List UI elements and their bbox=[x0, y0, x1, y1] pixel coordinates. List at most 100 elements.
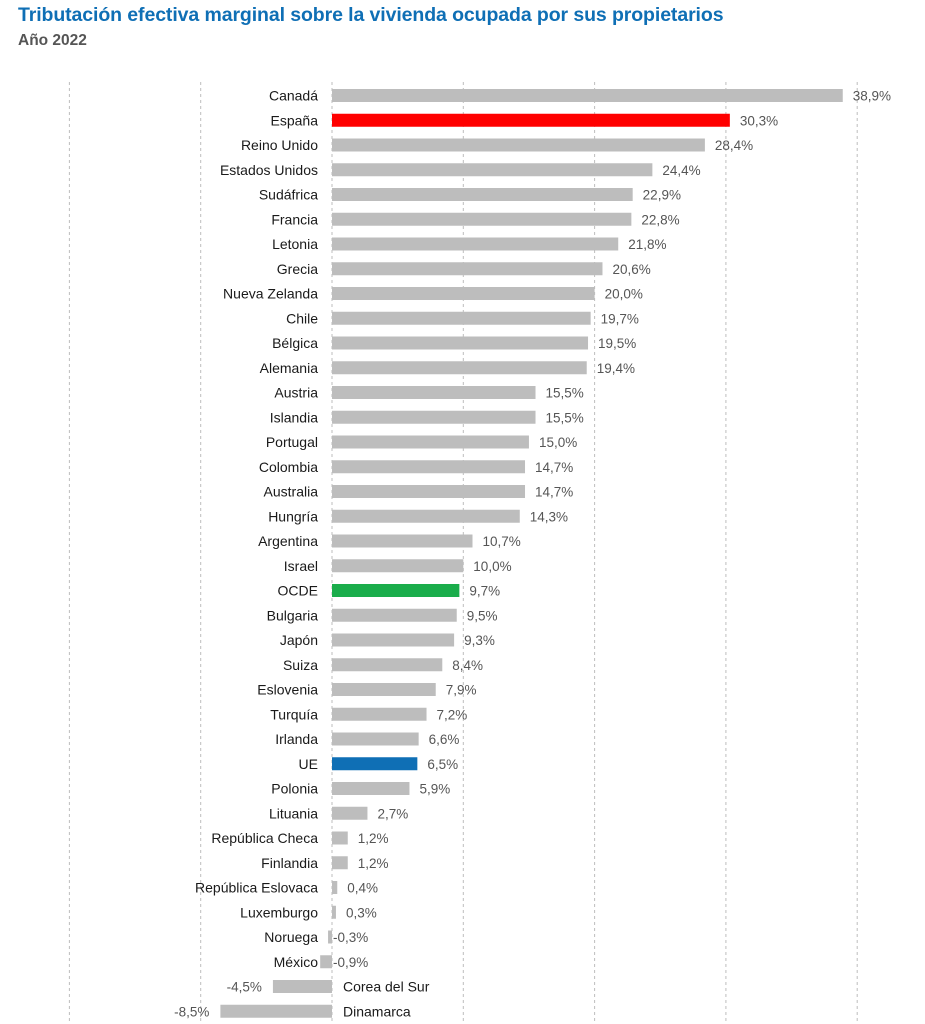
bar-luxemburgo bbox=[332, 905, 336, 919]
bar-ocde bbox=[332, 584, 460, 597]
bar-ue bbox=[332, 757, 418, 771]
bar-dinamarca bbox=[220, 1004, 332, 1018]
bar-islandia bbox=[332, 410, 536, 424]
bar-espana bbox=[332, 113, 730, 127]
category-label: Letonia bbox=[272, 236, 318, 252]
bar-austria bbox=[332, 386, 536, 399]
category-label: Francia bbox=[271, 211, 318, 227]
category-label: Irlanda bbox=[275, 731, 318, 747]
bars bbox=[220, 89, 843, 1018]
category-label: Luxemburgo bbox=[240, 904, 318, 920]
value-label: -8,5% bbox=[174, 1004, 209, 1019]
value-label: 15,0% bbox=[539, 435, 577, 450]
value-label: 30,3% bbox=[740, 113, 778, 128]
bar-turquia bbox=[332, 707, 427, 721]
category-label: Reino Unido bbox=[241, 137, 318, 153]
category-label: República Checa bbox=[211, 830, 318, 846]
category-label: Austria bbox=[274, 385, 318, 401]
category-label: Corea del Sur bbox=[343, 979, 430, 995]
category-label: UE bbox=[299, 756, 318, 772]
bar-republica-checa bbox=[332, 831, 348, 845]
value-label: 8,4% bbox=[452, 658, 483, 673]
bar-alemania bbox=[332, 361, 587, 375]
bar-portugal bbox=[332, 435, 529, 449]
category-label: Estados Unidos bbox=[220, 162, 318, 178]
value-label: 5,9% bbox=[419, 782, 450, 797]
bar-belgica bbox=[332, 336, 589, 350]
category-label: Turquía bbox=[270, 706, 318, 722]
value-label: 14,3% bbox=[530, 509, 568, 524]
category-label: Finlandia bbox=[261, 855, 318, 871]
bar-irlanda bbox=[332, 732, 419, 746]
bar-eslovenia bbox=[332, 683, 436, 696]
bar-colombia bbox=[332, 460, 526, 474]
category-label: Hungría bbox=[268, 508, 318, 524]
value-label: -4,5% bbox=[227, 980, 262, 995]
bar-australia bbox=[332, 485, 526, 498]
bar-suiza bbox=[332, 658, 443, 672]
value-label: 7,2% bbox=[437, 707, 468, 722]
bar-nueva-zelanda bbox=[332, 287, 595, 300]
category-label: Suiza bbox=[283, 657, 318, 673]
category-label: Lituania bbox=[269, 805, 318, 821]
value-label: 14,7% bbox=[535, 485, 573, 500]
bar-republica-eslovaca bbox=[332, 881, 338, 894]
value-label: 19,7% bbox=[601, 311, 639, 326]
value-label: 24,4% bbox=[662, 163, 700, 178]
category-label: Bélgica bbox=[272, 335, 318, 351]
value-label: 15,5% bbox=[546, 386, 584, 401]
chart-title: Tributación efectiva marginal sobre la v… bbox=[18, 4, 724, 26]
value-label: 20,6% bbox=[612, 262, 650, 277]
category-label: Sudáfrica bbox=[259, 187, 318, 203]
value-label: 0,4% bbox=[347, 881, 378, 896]
category-label: Chile bbox=[286, 310, 318, 326]
value-label: 28,4% bbox=[715, 138, 753, 153]
category-label: España bbox=[271, 112, 319, 128]
category-label: Alemania bbox=[260, 360, 319, 376]
bar-polonia bbox=[332, 782, 410, 795]
chart-subtitle: Año 2022 bbox=[18, 32, 87, 49]
category-label: Australia bbox=[264, 484, 319, 500]
category-label: Canadá bbox=[269, 88, 318, 104]
bar-bulgaria bbox=[332, 608, 457, 622]
bar-corea-del-sur bbox=[272, 980, 332, 993]
category-label: Nueva Zelanda bbox=[223, 286, 318, 302]
value-label: 14,7% bbox=[535, 460, 573, 475]
value-label: 6,6% bbox=[429, 732, 460, 747]
bar-mexico bbox=[320, 955, 332, 969]
bar-chile bbox=[332, 311, 591, 325]
bar-sudafrica bbox=[332, 188, 633, 201]
bar-hungria bbox=[332, 509, 520, 523]
value-label: 15,5% bbox=[546, 410, 584, 425]
category-label: Colombia bbox=[259, 459, 318, 475]
bar-finlandia bbox=[332, 856, 348, 870]
bar-israel bbox=[332, 559, 464, 573]
labels: Canadá 38,9% España 30,3% Reino Unido 28,4% Es… bbox=[174, 88, 891, 1020]
category-label: Bulgaria bbox=[267, 607, 319, 623]
value-label: 9,7% bbox=[469, 584, 500, 599]
value-label: 9,5% bbox=[467, 608, 498, 623]
bar-grecia bbox=[332, 262, 603, 276]
value-label: 9,3% bbox=[464, 633, 495, 648]
category-label: OCDE bbox=[278, 583, 318, 599]
bar-noruega bbox=[328, 930, 332, 944]
value-label: -0,9% bbox=[333, 955, 368, 970]
category-label: República Eslovaca bbox=[195, 880, 318, 896]
bar-letonia bbox=[332, 237, 619, 251]
bar-argentina bbox=[332, 534, 473, 548]
bar-canada bbox=[332, 89, 843, 102]
category-label: Eslovenia bbox=[257, 682, 318, 698]
value-label: 22,8% bbox=[641, 212, 679, 227]
value-label: 22,9% bbox=[643, 188, 681, 203]
category-label: México bbox=[274, 954, 319, 970]
bar-reino-unido bbox=[332, 138, 705, 152]
bar-estados-unidos bbox=[332, 163, 653, 177]
bar-francia bbox=[332, 212, 632, 226]
bar-lituania bbox=[332, 806, 368, 820]
value-label: 21,8% bbox=[628, 237, 666, 252]
category-label: Grecia bbox=[277, 261, 318, 277]
category-label: Dinamarca bbox=[343, 1003, 411, 1019]
category-label: Argentina bbox=[258, 533, 318, 549]
value-label: 38,9% bbox=[853, 89, 891, 104]
